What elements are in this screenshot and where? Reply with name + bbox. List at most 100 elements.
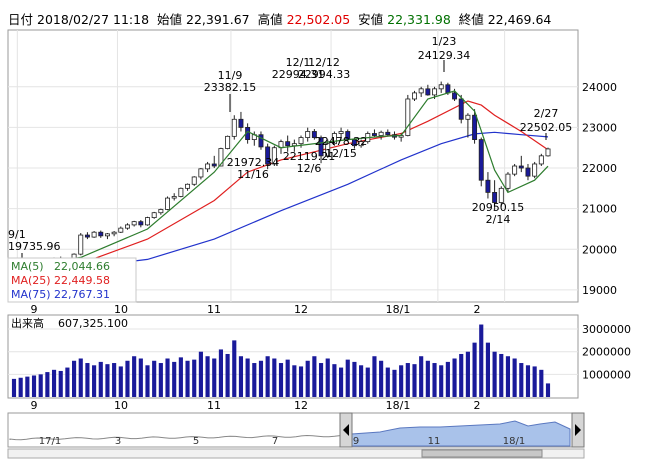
candle-body — [545, 148, 551, 157]
candle-body — [358, 141, 364, 147]
month-label: 12 — [294, 399, 308, 412]
candle-body — [445, 84, 451, 94]
price-tick-label: 24000 — [582, 81, 617, 94]
close-label: 終値 — [458, 12, 484, 27]
volume-bar — [178, 357, 183, 397]
volume-bar — [198, 351, 203, 397]
annotation-text: 2/14 — [486, 213, 511, 226]
header-info: 日付 2018/02/27 11:18 始値 22,391.67 高値 22,5… — [8, 9, 551, 28]
volume-bar — [399, 365, 404, 397]
volume-bar — [285, 359, 290, 397]
annotation-text: 22478.32 — [315, 135, 368, 148]
annotation-text: 20950.15 — [472, 201, 525, 214]
date-label: 日付 — [8, 12, 34, 27]
volume-bar — [465, 351, 470, 397]
navigator-label: 7 — [272, 436, 278, 447]
candle-body — [432, 88, 437, 96]
low-value: 22,331.98 — [387, 12, 451, 27]
candle-body — [498, 187, 504, 203]
volume-bar — [65, 367, 70, 397]
volume-bar — [165, 358, 170, 397]
price-x-axis: 9 10 11 12 18/1 2 — [31, 303, 481, 316]
volume-label: 出来高 — [11, 316, 44, 330]
volume-bar — [432, 363, 437, 397]
volume-bar — [98, 361, 103, 397]
candle-body — [84, 234, 90, 238]
candle-body — [285, 141, 291, 147]
navigator-label: 17/1 — [39, 436, 61, 447]
candle-body — [178, 187, 184, 197]
candle-body — [218, 148, 224, 167]
volume-bar — [472, 342, 477, 397]
navigator-scrollbar-thumb[interactable] — [421, 449, 543, 458]
candle-body — [412, 92, 417, 100]
candle-body — [104, 233, 110, 237]
legend-ma25-value: 22,449.58 — [54, 274, 110, 287]
volume-bar — [112, 363, 117, 397]
candle-body — [258, 134, 264, 148]
volume-bar — [425, 360, 430, 397]
volume-bar — [532, 366, 537, 397]
candle-body — [331, 133, 337, 145]
volume-bar — [225, 353, 230, 397]
volume-bar — [265, 356, 270, 397]
volume-bar — [232, 340, 237, 397]
volume-bar — [385, 367, 390, 397]
candle-body — [505, 173, 511, 189]
volume-bar — [38, 374, 43, 397]
candle-body — [492, 191, 498, 203]
candle-body — [465, 114, 471, 120]
volume-bar — [419, 356, 424, 397]
volume-bar — [405, 363, 410, 397]
volume-bar — [479, 324, 484, 397]
legend-ma75-value: 22,767.31 — [54, 288, 110, 301]
candle-body — [318, 137, 324, 157]
volume-bar — [132, 356, 137, 397]
candle-body — [298, 137, 304, 145]
annotation-text: 12/15 — [325, 147, 357, 160]
annotation-text: 11/9 — [218, 69, 243, 82]
volume-bar — [118, 366, 123, 397]
candle-body — [371, 133, 377, 136]
month-label: 11 — [207, 303, 221, 316]
price-tick-label: 19000 — [582, 284, 617, 297]
volume-tick-label: 2000000 — [582, 346, 631, 359]
candle-body — [171, 196, 177, 199]
volume-bar — [312, 356, 317, 397]
volume-bar — [58, 370, 63, 397]
chevron-right-icon — [575, 424, 581, 436]
candle-body — [98, 231, 104, 237]
volume-bar — [352, 361, 357, 397]
volume-bar — [345, 359, 350, 397]
candle-body — [78, 234, 84, 255]
annotation-text: 2/27 — [534, 107, 559, 120]
month-label: 11 — [207, 399, 221, 412]
navigator-label: 11 — [428, 436, 441, 447]
volume-bar — [365, 367, 370, 397]
candle-body — [158, 209, 164, 214]
annotation-text: 22994.33 — [298, 68, 351, 81]
open-label: 始値 — [157, 12, 183, 27]
legend-ma5-label: MA(5) — [11, 260, 44, 273]
navigator-scrollbar-track[interactable] — [7, 448, 585, 459]
candle-body — [205, 163, 211, 170]
volume-bar — [325, 358, 330, 397]
candle-body — [338, 131, 344, 134]
legend-ma75-label: MA(75) — [11, 288, 51, 301]
annotation-text: 19735.96 — [8, 240, 61, 253]
volume-tick-label: 1000000 — [582, 368, 631, 381]
annotation-text: 22994.31 — [272, 68, 325, 81]
candle-body — [118, 227, 124, 233]
volume-bar — [25, 376, 30, 397]
volume-bar — [172, 361, 177, 397]
candle-body — [351, 139, 357, 147]
ma25-line — [13, 100, 549, 271]
volume-bar — [292, 365, 297, 397]
annotation-text: 12/12 — [308, 56, 340, 69]
chevron-left-icon — [343, 424, 349, 436]
month-label: 18/1 — [386, 303, 411, 316]
volume-bar — [258, 360, 264, 397]
annotation-text: 12/1 — [286, 56, 311, 69]
annotation-text: 12/6 — [297, 162, 322, 175]
